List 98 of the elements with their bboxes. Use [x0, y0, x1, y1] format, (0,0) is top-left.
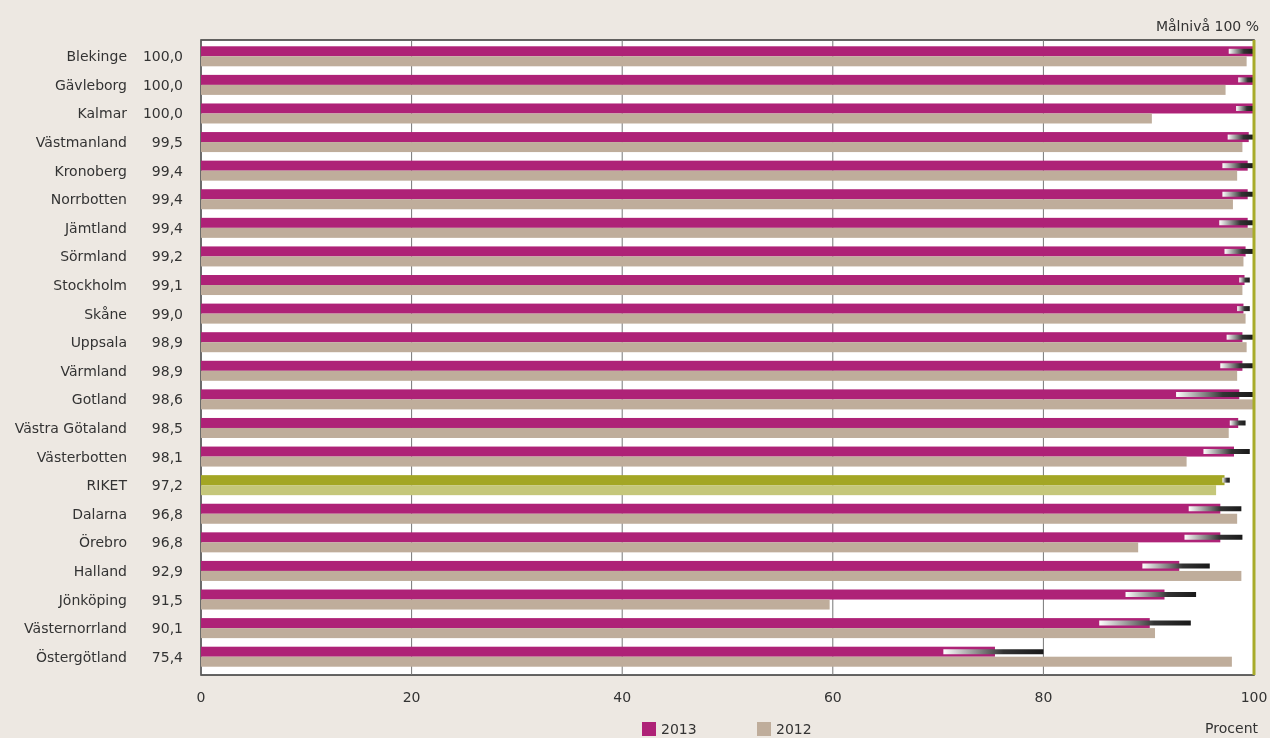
bar [201, 84, 1226, 95]
y-tick-label: Gävleborg [54, 76, 127, 93]
bar [201, 399, 1254, 410]
bar [201, 227, 1254, 238]
y-tick-label: Halland [73, 562, 127, 579]
ref-line-label: Målnivå 100 % [1155, 18, 1259, 34]
bar [201, 628, 1156, 639]
bar [201, 456, 1187, 467]
bar [201, 189, 1248, 200]
x-tick-label: 40 [613, 689, 632, 705]
x-tick-label: 60 [823, 689, 842, 705]
y-tick-label: Gotland [71, 391, 127, 408]
bar [201, 160, 1248, 171]
data-label: 100,0 [142, 105, 183, 122]
bar [201, 542, 1139, 553]
data-label: 92,9 [151, 562, 183, 579]
data-label: 98,6 [151, 391, 184, 408]
y-tick-label: Västernorrland [24, 620, 127, 637]
data-label: 99,4 [151, 162, 184, 179]
bar [201, 417, 1239, 428]
bar [201, 113, 1152, 124]
x-tick-label: 0 [196, 689, 206, 705]
bar [201, 370, 1238, 381]
y-tick-label: Sörmland [60, 248, 127, 265]
bar [201, 599, 830, 610]
bar [201, 199, 1233, 210]
y-tick-label: Jönköping [57, 591, 127, 608]
legend-label: 2013 [661, 721, 697, 737]
y-tick-label: Kalmar [77, 105, 128, 122]
y-tick-label: Västmanland [35, 134, 127, 151]
bar [201, 46, 1254, 57]
bar [201, 513, 1238, 524]
bar [201, 570, 1242, 581]
bar [201, 303, 1244, 314]
bar [201, 256, 1244, 267]
y-tick-label: Jämtland [63, 219, 127, 236]
x-tick-label: 80 [1034, 689, 1053, 705]
bar [201, 285, 1243, 296]
data-label: 96,8 [151, 505, 183, 522]
bar [201, 485, 1217, 496]
bar [201, 427, 1229, 438]
y-tick-label: Stockholm [53, 277, 127, 294]
y-tick-label: Norrbotten [50, 191, 127, 208]
x-tick-label: 100 [1240, 689, 1268, 705]
data-label: 90,1 [151, 620, 183, 637]
bar [201, 103, 1254, 114]
data-label: 99,4 [151, 191, 184, 208]
data-label: 99,2 [151, 248, 183, 265]
data-label: 99,4 [151, 219, 184, 236]
legend-label: 2012 [776, 721, 812, 737]
y-tick-label: Skåne [84, 305, 127, 322]
bar [201, 360, 1243, 371]
y-tick-label: RIKET [86, 477, 128, 494]
bar [201, 332, 1243, 343]
y-tick-label: Örebro [79, 533, 127, 551]
data-label: 99,1 [151, 277, 183, 294]
bar [201, 142, 1243, 153]
bar [201, 389, 1240, 400]
data-label: 91,5 [151, 591, 183, 608]
y-tick-label: Värmland [60, 362, 127, 379]
bar [201, 560, 1180, 571]
y-tick-label: Kronoberg [54, 162, 127, 179]
y-tick-label: Östergötland [35, 647, 127, 665]
bar [201, 275, 1245, 286]
x-tick-label: 20 [402, 689, 421, 705]
data-label: 98,1 [151, 448, 183, 465]
bar [201, 589, 1165, 600]
data-label: 98,9 [151, 362, 183, 379]
bar [201, 446, 1234, 457]
bar [201, 217, 1248, 228]
bar [201, 532, 1221, 543]
bar [201, 618, 1150, 629]
y-tick-label: Västerbotten [36, 448, 127, 465]
bar [201, 246, 1246, 257]
data-label: 75,4 [151, 648, 184, 665]
bar [201, 342, 1247, 353]
data-label: 99,5 [151, 134, 183, 151]
y-tick-label: Västra Götaland [14, 419, 127, 436]
bar [201, 656, 1232, 667]
bar [201, 170, 1238, 181]
y-tick-label: Blekinge [66, 48, 127, 65]
y-tick-label: Dalarna [72, 505, 127, 522]
y-tick-label: Uppsala [70, 334, 127, 351]
bar [201, 503, 1221, 514]
data-label: 98,9 [151, 334, 183, 351]
bar [201, 74, 1254, 85]
bar [201, 132, 1249, 143]
bar [201, 313, 1246, 324]
bar [201, 646, 995, 657]
data-label: 100,0 [142, 76, 183, 93]
data-label: 100,0 [142, 48, 183, 65]
data-label: 98,5 [151, 419, 183, 436]
x-axis-title: Procent [1205, 720, 1259, 736]
data-label: 96,8 [151, 534, 183, 551]
data-label: 97,2 [151, 477, 183, 494]
bar [201, 56, 1247, 67]
bar [201, 475, 1225, 486]
data-label: 99,0 [151, 305, 183, 322]
